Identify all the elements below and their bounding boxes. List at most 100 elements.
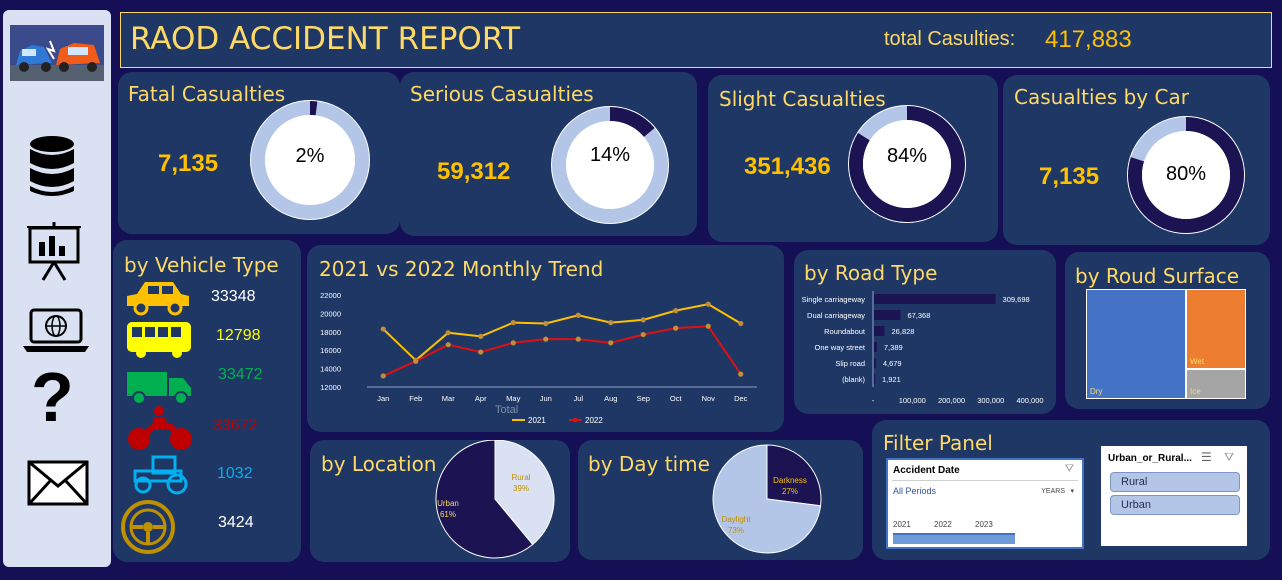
x-tick-label: 200,000 xyxy=(938,396,965,405)
vehicle-type-title: by Vehicle Type xyxy=(124,253,279,277)
vehicle-value-truck: 33472 xyxy=(218,366,263,383)
all-periods-label: All Periods xyxy=(893,486,937,496)
laptop-globe-icon[interactable] xyxy=(21,308,91,354)
clear-filter-icon[interactable]: ⛛ xyxy=(1064,463,1074,475)
series-line-2022 xyxy=(382,325,742,377)
data-point-2021 xyxy=(738,320,744,327)
tractor-icon xyxy=(133,455,188,495)
road-type-title: by Road Type xyxy=(804,261,938,285)
location-title: by Location xyxy=(321,452,437,476)
vehicle-value-motorcycle: 33672 xyxy=(213,417,258,434)
treemap-wet: Wet xyxy=(1186,289,1246,369)
data-point-2021 xyxy=(510,320,516,326)
pie-category-label: Darkness xyxy=(773,476,807,485)
data-label: 4,679 xyxy=(883,359,902,368)
page-title: RAOD ACCIDENT REPORT xyxy=(130,21,521,57)
vehicle-type-panel: by Vehicle Type 33348 12798 33472 33672 … xyxy=(113,240,301,562)
clear-filter-icon[interactable]: ⛛ xyxy=(1224,450,1235,464)
road-surface-panel: by Roud Surface Dry Wet Ice xyxy=(1065,252,1270,409)
x-tick-label: May xyxy=(506,394,520,403)
data-point-2021 xyxy=(673,308,679,314)
data-point-2022 xyxy=(575,336,581,342)
category-label: One way street xyxy=(815,343,866,352)
truck-icon xyxy=(127,372,191,405)
kpi-serious-card: Serious Casualties 59,312 14% xyxy=(400,72,697,236)
location-panel: by Location Rural 39% Urban 61% xyxy=(310,440,570,562)
data-point-2022 xyxy=(380,373,386,379)
y-tick-label: 20000 xyxy=(320,309,341,318)
total-casualties-value: 417,883 xyxy=(1045,26,1132,53)
multi-select-icon[interactable]: ☰ xyxy=(1201,450,1212,464)
x-tick-label: Jan xyxy=(377,394,389,403)
slicer-item-urban[interactable]: Urban xyxy=(1110,495,1240,515)
pie-percent-label: 61% xyxy=(440,510,456,519)
data-point-2022 xyxy=(543,336,549,342)
kpi-donut xyxy=(1127,116,1245,234)
motorcycle-icon xyxy=(128,406,192,450)
presentation-chart-icon[interactable] xyxy=(25,222,83,282)
mail-icon[interactable] xyxy=(27,460,89,506)
pie-slice xyxy=(712,444,822,554)
sidebar: ? xyxy=(3,10,111,567)
year-label: 2021 xyxy=(893,520,911,529)
data-label: 1,921 xyxy=(882,375,901,384)
database-icon[interactable] xyxy=(28,135,76,199)
vehicle-value-car: 33348 xyxy=(211,288,256,305)
data-point-2022 xyxy=(413,358,419,364)
location-pie-chart: Rural 39% Urban 61% xyxy=(435,440,555,559)
time-level-dropdown[interactable]: YEARS xyxy=(1041,488,1065,495)
kpi-percent: 14% xyxy=(589,144,631,166)
question-icon[interactable]: ? xyxy=(31,358,74,436)
data-point-2022 xyxy=(640,331,646,338)
kpi-percent: 84% xyxy=(886,145,928,167)
road-bar xyxy=(874,342,877,352)
pie-slice xyxy=(766,444,822,507)
treemap-ice: Ice xyxy=(1186,369,1246,399)
treemap-label: Ice xyxy=(1190,387,1201,396)
pie-category-label: Rural xyxy=(511,473,530,482)
data-point-2022 xyxy=(445,342,451,348)
car-icon xyxy=(127,282,189,316)
data-label: 309,698 xyxy=(1003,295,1030,304)
x-tick-label: Jun xyxy=(540,394,552,403)
y-tick-label: 12000 xyxy=(320,383,341,392)
donut-hole xyxy=(1142,131,1230,219)
bus-icon xyxy=(127,322,191,358)
kpi-donut xyxy=(848,105,966,223)
vehicle-value-tractor: 1032 xyxy=(217,465,253,482)
data-point-2022 xyxy=(738,371,744,377)
chevron-down-icon[interactable]: ▾ xyxy=(1070,488,1074,495)
data-point-2021 xyxy=(608,320,614,326)
kpi-slight-card: Slight Casualties 351,436 84% xyxy=(708,75,998,242)
urban-rural-slicer: Urban_or_Rural... ☰ ⛛ Rural Urban xyxy=(1101,446,1247,546)
pie-percent-label: 27% xyxy=(782,487,798,496)
pie-slice xyxy=(435,440,534,559)
daytime-panel: by Day time Darkness 27% Daylight 73% xyxy=(578,440,863,560)
timeline-bar[interactable] xyxy=(893,533,1015,544)
pie-category-label: Urban xyxy=(437,499,459,508)
category-label: (blank) xyxy=(842,375,865,384)
year-label: 2023 xyxy=(975,520,993,529)
x-tick-label: Oct xyxy=(670,394,683,403)
road-type-panel: by Road Type Single carriageway 309,698 Du… xyxy=(794,250,1056,414)
daytime-title: by Day time xyxy=(588,452,710,476)
kpi-value: 351,436 xyxy=(744,153,831,180)
data-point-2022 xyxy=(478,349,484,355)
x-tick-label: Jul xyxy=(573,394,583,403)
legend-label: 2021 xyxy=(528,416,546,425)
slicer-header: Urban_or_Rural... xyxy=(1108,453,1192,464)
kpi-percent: 2% xyxy=(295,145,325,167)
kpi-value: 59,312 xyxy=(437,158,511,185)
data-point-2021 xyxy=(445,330,451,336)
slicer-header: Accident Date xyxy=(893,465,960,476)
treemap-dry: Dry xyxy=(1086,289,1186,399)
x-tick-label: 300,000 xyxy=(977,396,1004,405)
slicer-item-rural[interactable]: Rural xyxy=(1110,472,1240,492)
kpi-value: 7,135 xyxy=(158,150,219,177)
donut-remainder-arc xyxy=(552,107,668,223)
monthly-trend-panel: 2021 vs 2022 Monthly Trend 12000 14000 160… xyxy=(307,245,784,432)
data-label: 67,368 xyxy=(907,311,930,320)
year-label: 2022 xyxy=(934,520,952,529)
x-tick-label: 100,000 xyxy=(899,396,926,405)
data-label: 26,828 xyxy=(892,327,915,336)
